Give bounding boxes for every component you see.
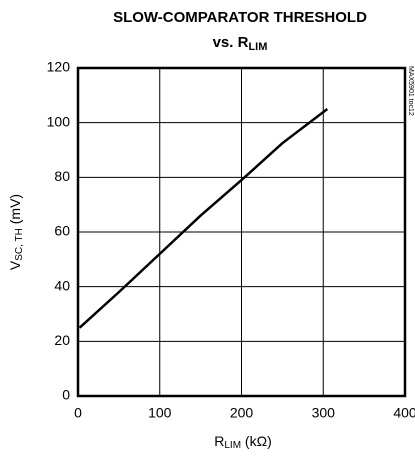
y-tick-label: 120: [47, 59, 71, 75]
title-sub: LIM: [248, 41, 267, 53]
x-axis-label: RLIM (kΩ): [214, 433, 271, 451]
chart-title: SLOW-COMPARATOR THRESHOLD: [113, 9, 367, 26]
y-tick-label: 100: [47, 113, 71, 129]
x-tick-label: 200: [230, 405, 254, 421]
y-axis-label: VSC, TH (mV): [7, 194, 25, 270]
y-label-text: V: [7, 260, 23, 270]
title-text: vs. R: [213, 34, 249, 51]
y-tick-label: 60: [54, 223, 70, 239]
x-label-text: R: [214, 433, 224, 449]
x-tick-label: 300: [312, 405, 336, 421]
plot-frame: [76, 66, 407, 398]
y-tick-label: 20: [54, 332, 70, 348]
y-label-unit: (mV): [7, 194, 23, 228]
y-tick-label: 0: [62, 387, 70, 403]
x-label-sub: LIM: [224, 440, 241, 451]
y-label-sub: SC, TH: [14, 228, 25, 261]
data-line: [78, 108, 329, 329]
y-tick-label: 40: [54, 277, 70, 293]
chart-title: vs. RLIM: [213, 34, 268, 53]
x-tick-label: 0: [74, 405, 82, 421]
x-tick-label: 100: [148, 405, 172, 421]
watermark: MAX5901 toc12: [407, 66, 414, 116]
y-tick-label: 80: [54, 168, 70, 184]
x-tick-label: 400: [393, 405, 415, 421]
x-label-unit: (kΩ): [241, 433, 272, 449]
